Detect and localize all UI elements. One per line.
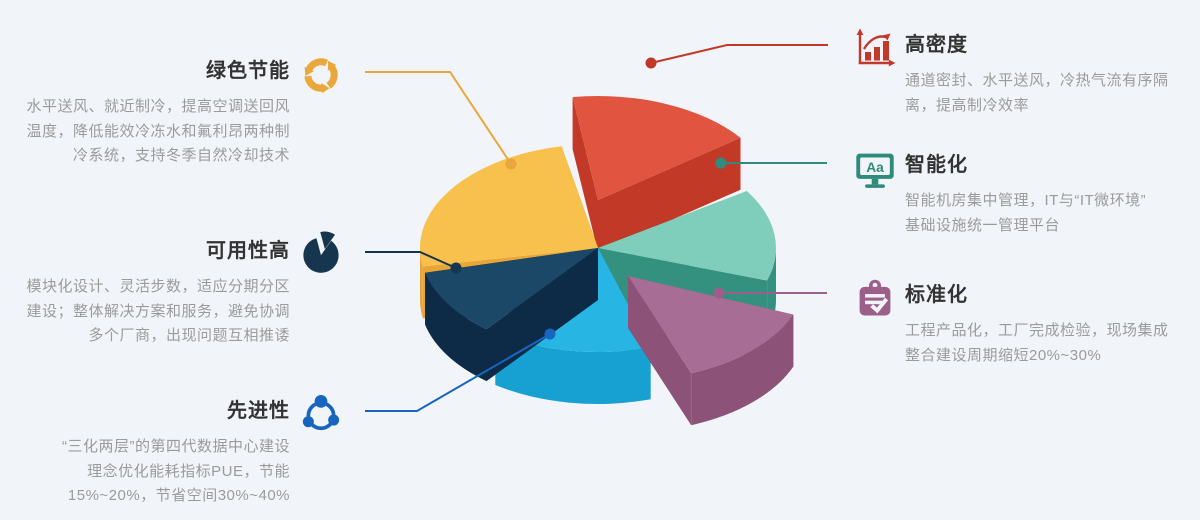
svg-text:Aa: Aa bbox=[866, 160, 884, 175]
leader-dot-high-density bbox=[645, 57, 657, 69]
section-high-density: 高密度 通道密封、水平送风，冷热气流有序隔 离，提高制冷效率 bbox=[905, 32, 1185, 118]
leader-line-high-density bbox=[650, 44, 828, 64]
clipboard-icon bbox=[853, 277, 897, 321]
leader-line-advancement bbox=[365, 333, 551, 412]
leader-dot-green-energy bbox=[505, 158, 517, 170]
section-body: 模块化设计、灵活步数，适应分期分区 建设；整体解决方案和服务，避免协调 多个厂商… bbox=[26, 278, 290, 344]
section-advancement: 先进性 “三化两层”的第四代数据中心建设 理念优化能耗指标PUE，节能 15%~… bbox=[0, 398, 290, 509]
leader-dot-standardization bbox=[713, 287, 725, 299]
leader-line-high-availability bbox=[365, 251, 457, 269]
pie-slice-standardization bbox=[628, 276, 794, 426]
section-body: “三化两层”的第四代数据中心建设 理念优化能耗指标PUE，节能 15%~20%，… bbox=[62, 438, 290, 504]
monitor-icon: Aa bbox=[853, 147, 897, 191]
pie-slice-high-availability bbox=[425, 248, 598, 382]
section-title: 可用性高 bbox=[206, 240, 290, 262]
section-title: 绿色节能 bbox=[206, 60, 290, 82]
section-high-availability: 可用性高 模块化设计、灵活步数，适应分期分区 建设；整体解决方案和服务，避免协调… bbox=[0, 238, 290, 349]
section-title: 高密度 bbox=[905, 34, 968, 56]
section-body: 工程产品化，工厂完成检验，现场集成 整合建设周期缩短20%~30% bbox=[905, 322, 1169, 364]
section-title: 先进性 bbox=[227, 400, 290, 422]
section-body: 通道密封、水平送风，冷热气流有序隔 离，提高制冷效率 bbox=[905, 72, 1169, 114]
section-body: 水平送风、就近制冷，提高空调送回风 温度，降低能效冷冻水和氟利昂两种制 冷系统，… bbox=[26, 98, 290, 164]
pie-icon bbox=[299, 231, 343, 275]
section-body: 智能机房集中管理，IT与“IT微环境” 基础设施统一管理平台 bbox=[905, 192, 1147, 234]
leader-dot-advancement bbox=[544, 328, 556, 340]
bar-chart-icon bbox=[853, 27, 897, 71]
pie-slice-high-density bbox=[572, 96, 741, 252]
section-title: 智能化 bbox=[905, 154, 968, 176]
share-icon bbox=[299, 392, 343, 436]
leader-dot-high-availability bbox=[450, 262, 462, 274]
recycle-icon bbox=[299, 53, 343, 97]
section-standardization: 标准化 工程产品化，工厂完成检验，现场集成 整合建设周期缩短20%~30% bbox=[905, 282, 1185, 368]
leader-dot-intelligent bbox=[715, 157, 727, 169]
leader-line-green-energy bbox=[365, 71, 512, 165]
section-title: 标准化 bbox=[905, 284, 968, 306]
section-green-energy: 绿色节能 水平送风、就近制冷，提高空调送回风 温度，降低能效冷冻水和氟利昂两种制… bbox=[0, 58, 290, 169]
section-intelligent: 智能化 智能机房集中管理，IT与“IT微环境” 基础设施统一管理平台 bbox=[905, 152, 1185, 238]
